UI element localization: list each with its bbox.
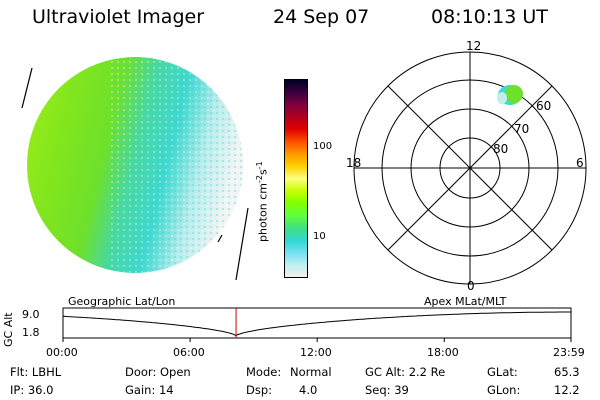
limb-mark [235, 207, 249, 281]
mlt-label-18: 18 [346, 156, 361, 170]
mlt-label-6: 6 [576, 156, 584, 170]
instrument-title: Ultraviolet Imager [32, 6, 205, 28]
colorbar-gradient [285, 80, 307, 277]
mode-label: Mode: [246, 365, 282, 379]
x-tick-label: 12:00 [300, 346, 332, 359]
dsp-label: Dsp: [246, 383, 273, 397]
polar-plot: 12 18 6 0 60 70 80 [346, 40, 587, 293]
auroral-image [21, 57, 249, 281]
altitude-left-title: Geographic Lat/Lon [68, 295, 176, 308]
unit-exponent: -2 [255, 175, 264, 184]
limb-mark [21, 67, 33, 109]
date-label: 24 Sep 07 [273, 6, 370, 28]
lat-label-60: 60 [536, 99, 551, 113]
x-tick-label: 06:00 [173, 346, 205, 359]
gain-status: Gain: 14 [125, 383, 174, 397]
altitude-y-max: 9.0 [22, 308, 40, 321]
altitude-curve [62, 311, 571, 337]
altitude-plot [62, 307, 572, 342]
meridian-diag [387, 85, 553, 251]
seq-status: Seq: 39 [365, 383, 409, 397]
colorbar-unit-label: photon cm-2s-1 [255, 161, 270, 242]
ip-status: IP: 36.0 [10, 383, 54, 397]
x-tick-label: 00:00 [46, 346, 78, 359]
limb-mark [217, 234, 223, 243]
colorbar-tick-100: 100 [313, 141, 333, 152]
unit-text: photon cm [256, 183, 270, 242]
unit-text: s [256, 169, 270, 176]
glat-label: GLat: [487, 365, 518, 379]
glat-value: 65.3 [554, 365, 580, 379]
x-tick-label: 23:59 [553, 346, 585, 359]
time-label: 08:10:13 UT [431, 6, 548, 28]
altitude-y-min: 1.8 [22, 326, 40, 339]
x-tick-label: 18:00 [427, 346, 459, 359]
colorbar-tick-10: 10 [313, 231, 326, 242]
dsp-value: 4.0 [299, 383, 318, 397]
auroral-overlay [497, 85, 523, 105]
lat-label-70: 70 [514, 122, 529, 136]
filter-status: Flt: LBHL [10, 365, 62, 379]
mlt-label-0: 0 [467, 279, 475, 293]
unit-exponent: -1 [255, 161, 264, 170]
colorbar [284, 79, 308, 278]
lat-label-80: 80 [493, 142, 508, 156]
glon-value: 12.2 [554, 383, 580, 397]
gc-alt-status: GC Alt: 2.2 Re [365, 365, 446, 379]
altitude-right-title: Apex MLat/MLT [424, 295, 507, 308]
mode-value: Normal [290, 365, 332, 379]
mlt-label-12: 12 [466, 40, 481, 53]
door-status: Door: Open [125, 365, 191, 379]
glon-label: GLon: [487, 383, 521, 397]
